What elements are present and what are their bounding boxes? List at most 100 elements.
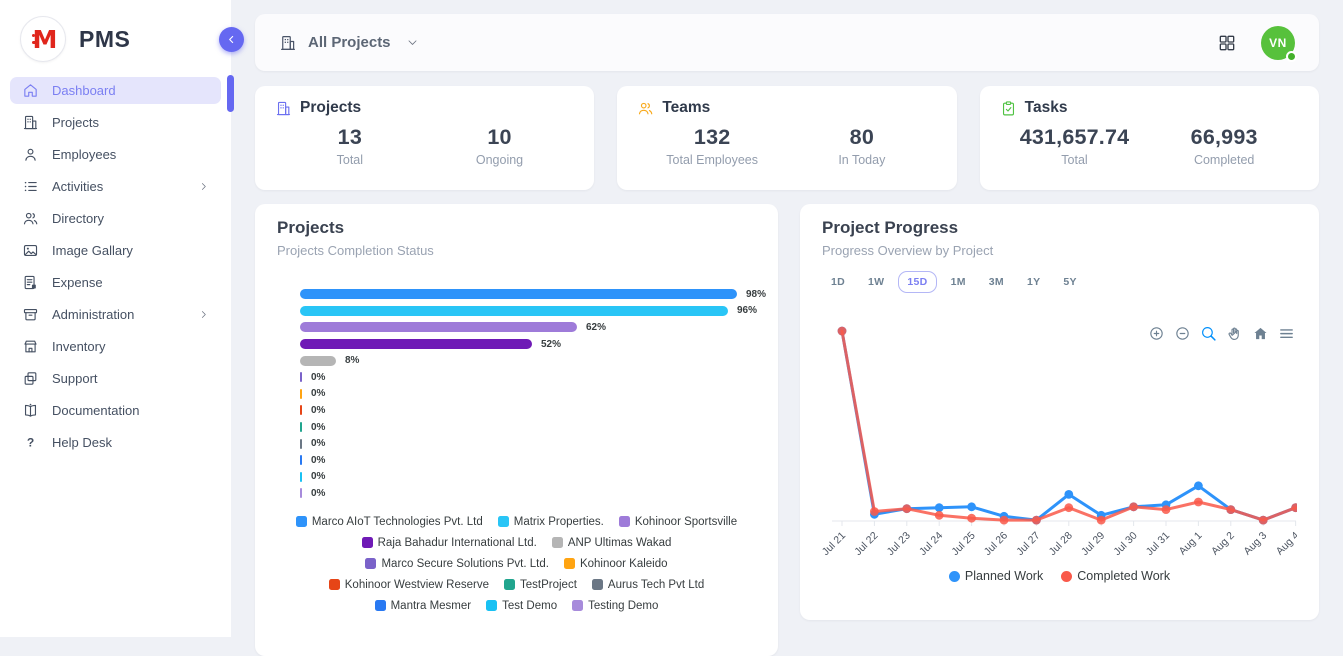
- sidebar-item-label: Dashboard: [52, 83, 116, 98]
- bar-testing-demo[interactable]: [300, 488, 302, 499]
- avatar-initials: VN: [1269, 35, 1287, 50]
- x-tick-label: Jul 29: [1079, 530, 1107, 558]
- bar-kohinoor-kaleido[interactable]: [300, 388, 302, 399]
- bar-testproject[interactable]: [300, 422, 302, 433]
- bar-row: 98%: [300, 286, 766, 303]
- bar-value-label: 0%: [311, 404, 326, 416]
- image-icon: [23, 244, 38, 257]
- legend-item-raja-bahadur-international-ltd[interactable]: Raja Bahadur International Ltd.: [361, 537, 537, 549]
- legend-item-kohinoor-kaleido[interactable]: Kohinoor Kaleido: [563, 558, 668, 570]
- data-point-completed-work[interactable]: [1129, 502, 1138, 512]
- sidebar-item-projects[interactable]: Projects: [10, 109, 221, 136]
- bar-anp-ultimas-wakad[interactable]: [300, 355, 336, 366]
- x-tick-label: Jul 28: [1047, 530, 1075, 558]
- data-point-completed-work[interactable]: [902, 504, 912, 514]
- data-point-planned-work[interactable]: [967, 502, 976, 512]
- stat-metrics: 13 Total 10 Ongoing: [275, 125, 574, 167]
- range-button-3m[interactable]: 3M: [980, 271, 1013, 293]
- sidebar-item-label: Documentation: [52, 403, 140, 418]
- legend-item-planned-work[interactable]: Planned Work: [948, 569, 1043, 583]
- data-point-completed-work[interactable]: [1194, 497, 1203, 507]
- data-point-planned-work[interactable]: [934, 503, 944, 513]
- bar-mantra-mesmer[interactable]: [300, 455, 302, 466]
- legend-item-anp-ultimas-wakad[interactable]: ANP Ultimas Wakad: [551, 537, 671, 549]
- bar-marco-secure-solutions-pvt-ltd[interactable]: [300, 372, 302, 383]
- zoom-in-icon: [1150, 327, 1163, 340]
- sidebar-item-expense[interactable]: Expense: [10, 269, 221, 296]
- data-point-completed-work[interactable]: [1258, 515, 1268, 525]
- project-filter-dropdown[interactable]: All Projects: [279, 34, 419, 52]
- sidebar-item-dashboard[interactable]: Dashboard: [10, 77, 221, 104]
- toolbar-menu-icon-button[interactable]: [1278, 325, 1295, 342]
- sidebar-item-administration[interactable]: Administration: [10, 301, 221, 328]
- bar-marco-aiot-technologies-pvt-ltd[interactable]: [300, 289, 737, 300]
- metric-value: 132: [693, 125, 731, 149]
- data-point-completed-work[interactable]: [870, 507, 879, 516]
- bar-test-demo[interactable]: [300, 471, 302, 482]
- data-point-completed-work[interactable]: [1161, 505, 1171, 514]
- app-name: PMS: [79, 25, 131, 52]
- sidebar-item-documentation[interactable]: Documentation: [10, 397, 221, 424]
- range-button-1m[interactable]: 1M: [942, 271, 975, 293]
- toolbar-pan-icon-button[interactable]: [1226, 325, 1243, 342]
- sidebar-item-employees[interactable]: Employees: [10, 141, 221, 168]
- zoom-out-icon: [1176, 327, 1189, 340]
- range-button-1d[interactable]: 1D: [822, 271, 854, 293]
- data-point-planned-work[interactable]: [1064, 490, 1074, 499]
- sidebar-item-support[interactable]: Support: [10, 365, 221, 392]
- legend-item-testing-demo[interactable]: Testing Demo: [572, 600, 658, 612]
- legend-item-completed-work[interactable]: Completed Work: [1061, 569, 1170, 583]
- project-progress-panel: Project Progress Progress Overview by Pr…: [800, 204, 1319, 620]
- legend-item-marco-aiot-technologies-pvt-ltd[interactable]: Marco AIoT Technologies Pvt. Ltd: [295, 516, 483, 528]
- sidebar-item-activities[interactable]: Activities: [10, 173, 221, 200]
- store-icon: [24, 340, 37, 353]
- data-point-completed-work[interactable]: [1064, 503, 1074, 513]
- data-point-completed-work[interactable]: [1096, 515, 1106, 525]
- apps-grid-button[interactable]: [1217, 33, 1237, 53]
- data-point-completed-work[interactable]: [934, 510, 944, 520]
- toolbar-zoom-out-icon-button[interactable]: [1174, 325, 1191, 342]
- range-button-1w[interactable]: 1W: [859, 271, 893, 293]
- data-point-completed-work[interactable]: [999, 515, 1009, 525]
- sidebar-item-image-gallary[interactable]: Image Gallary: [10, 237, 221, 264]
- bar-row: 0%: [300, 419, 756, 436]
- range-button-1y[interactable]: 1Y: [1018, 271, 1049, 293]
- bar-kohinoor-sportsville[interactable]: [300, 322, 577, 333]
- legend-item-kohinoor-sportsville[interactable]: Kohinoor Sportsville: [618, 516, 737, 528]
- range-button-15d[interactable]: 15D: [898, 271, 937, 293]
- data-point-completed-work[interactable]: [837, 326, 847, 336]
- toolbar-selection-zoom-icon-button[interactable]: [1200, 325, 1217, 342]
- x-tick-label: Jul 25: [949, 530, 977, 558]
- avatar[interactable]: VN: [1261, 25, 1297, 62]
- range-button-5y[interactable]: 5Y: [1054, 271, 1085, 293]
- legend-item-test-demo[interactable]: Test Demo: [486, 600, 557, 612]
- data-point-completed-work[interactable]: [967, 513, 976, 523]
- legend-item-matrix-properties[interactable]: Matrix Properties.: [497, 516, 604, 528]
- sidebar-item-label: Activities: [52, 179, 104, 194]
- legend-item-aurus-tech-pvt-ltd[interactable]: Aurus Tech Pvt Ltd: [591, 579, 704, 591]
- sidebar-item-help-desk[interactable]: ? Help Desk: [10, 429, 221, 456]
- stat-metrics: 431,657.74 Total 66,993 Completed: [1000, 125, 1299, 167]
- legend-item-marco-secure-solutions-pvt-ltd[interactable]: Marco Secure Solutions Pvt. Ltd.: [365, 558, 549, 570]
- data-point-completed-work[interactable]: [1032, 515, 1041, 525]
- data-point-planned-work[interactable]: [1194, 481, 1203, 491]
- legend-item-testproject[interactable]: TestProject: [504, 579, 577, 591]
- x-tick-label: Jul 27: [1014, 530, 1042, 558]
- bar-kohinoor-westview-reserve[interactable]: [300, 405, 302, 416]
- legend-swatch: [486, 600, 498, 612]
- data-point-completed-work[interactable]: [1226, 505, 1236, 514]
- bar-raja-bahadur-international-ltd[interactable]: [300, 339, 532, 350]
- sidebar-item-inventory[interactable]: Inventory: [10, 333, 221, 360]
- legend-label: Mantra Mesmer: [390, 599, 472, 612]
- bar-matrix-properties[interactable]: [300, 305, 728, 316]
- legend-item-mantra-mesmer[interactable]: Mantra Mesmer: [374, 599, 472, 612]
- bar-aurus-tech-pvt-ltd[interactable]: [300, 438, 302, 449]
- data-point-completed-work[interactable]: [1291, 503, 1297, 513]
- sidebar-item-directory[interactable]: Directory: [10, 205, 221, 232]
- sidebar-collapse-button[interactable]: [219, 27, 244, 52]
- metric-label: In Today: [838, 153, 886, 167]
- stat-card-header: Teams: [637, 99, 936, 117]
- legend-item-kohinoor-westview-reserve[interactable]: Kohinoor Westview Reserve: [328, 579, 489, 591]
- toolbar-home-solid-icon-button[interactable]: [1252, 325, 1269, 342]
- toolbar-zoom-in-icon-button[interactable]: [1148, 325, 1165, 342]
